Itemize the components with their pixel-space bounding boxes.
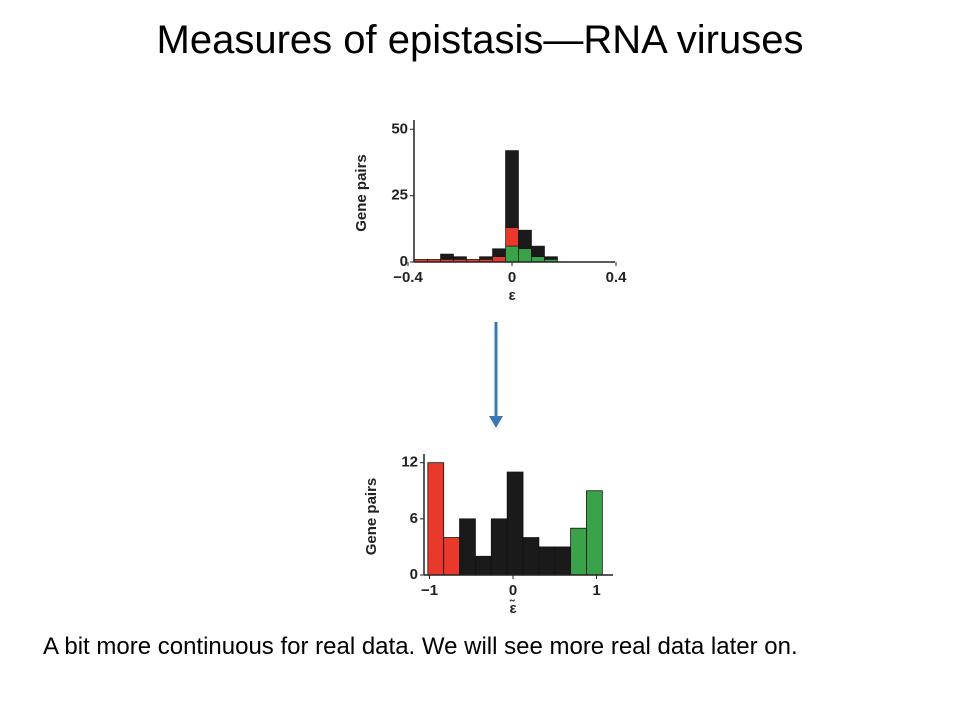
x-axis-label: ε: [508, 287, 515, 304]
x-tick-label: −0.4: [393, 269, 423, 286]
bar: [586, 490, 603, 576]
bar: [475, 555, 492, 576]
bar: [459, 518, 476, 576]
bar-segment: [518, 248, 532, 263]
y-tick-label: 0: [400, 253, 408, 270]
bar-segment: [453, 256, 467, 260]
bar: [427, 462, 445, 576]
bar-segment: [544, 256, 558, 260]
y-tick-label: 12: [401, 454, 418, 471]
y-axis-label: Gene pairs: [363, 478, 380, 556]
bar: [443, 537, 460, 576]
bar: [490, 518, 508, 576]
x-tick-label: 0: [508, 269, 516, 286]
slide-title: Measures of epistasis—RNA viruses: [156, 18, 804, 62]
x-tick-label: 0.4: [606, 269, 628, 286]
arrow-head: [489, 416, 503, 428]
bar: [570, 527, 587, 576]
y-tick-label: 0: [410, 566, 418, 583]
bar: [554, 546, 572, 576]
caption: A bit more continuous for real data. We …: [43, 633, 798, 660]
bar-segment: [492, 256, 506, 263]
y-tick-label: 6: [410, 510, 418, 527]
y-tick-label: 50: [391, 120, 408, 137]
bar-segment: [505, 150, 519, 228]
bar: [538, 546, 556, 576]
x-tick-label: 1: [592, 582, 600, 599]
y-axis-label: Gene pairs: [353, 154, 370, 232]
bar-segment: [479, 256, 493, 260]
x-tick-label: 0: [509, 582, 517, 599]
bar-segment: [505, 245, 519, 263]
y-tick-label: 25: [391, 187, 408, 204]
bar-segment: [505, 227, 519, 247]
bar-segment: [531, 245, 545, 257]
bar: [506, 471, 524, 576]
bar-segment: [492, 248, 506, 257]
bar-segment: [531, 256, 545, 263]
bar-segment: [440, 253, 454, 260]
x-axis-label: ε̃: [509, 599, 516, 617]
bar: [522, 537, 540, 576]
x-tick-label: −1: [421, 582, 438, 599]
bar-segment: [518, 229, 532, 250]
